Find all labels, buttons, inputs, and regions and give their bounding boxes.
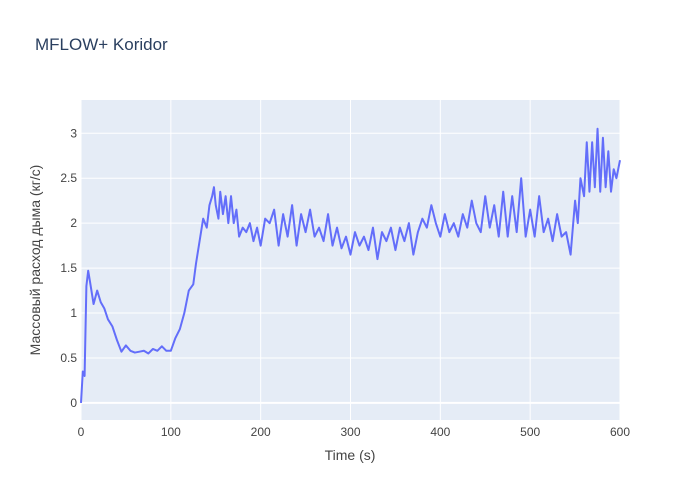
data-line	[80, 127, 621, 403]
x-tick-label: 0	[78, 425, 85, 439]
x-axis-title: Time (s)	[325, 447, 376, 463]
marks	[80, 127, 621, 403]
y-tick-label: 3	[70, 126, 77, 140]
x-tick-label: 300	[340, 425, 360, 439]
chart-title: MFLOW+ Koridor	[35, 35, 168, 54]
y-axis-title: Массовый расход дыма (кг/с)	[27, 165, 43, 356]
y-tick-label: 2	[70, 216, 77, 230]
y-tick-label: 2.5	[60, 171, 77, 185]
y-tick-label: 1	[70, 306, 77, 320]
x-tick-label: 600	[610, 425, 630, 439]
x-tick-label: 400	[430, 425, 450, 439]
x-tick-label: 500	[520, 425, 540, 439]
x-tick-label: 200	[251, 425, 271, 439]
grid	[80, 100, 621, 420]
x-tick-label: 100	[161, 425, 181, 439]
y-tick-label: 0.5	[60, 351, 77, 365]
y-tick-label: 0	[70, 396, 77, 410]
y-tick-label: 1.5	[60, 261, 77, 275]
